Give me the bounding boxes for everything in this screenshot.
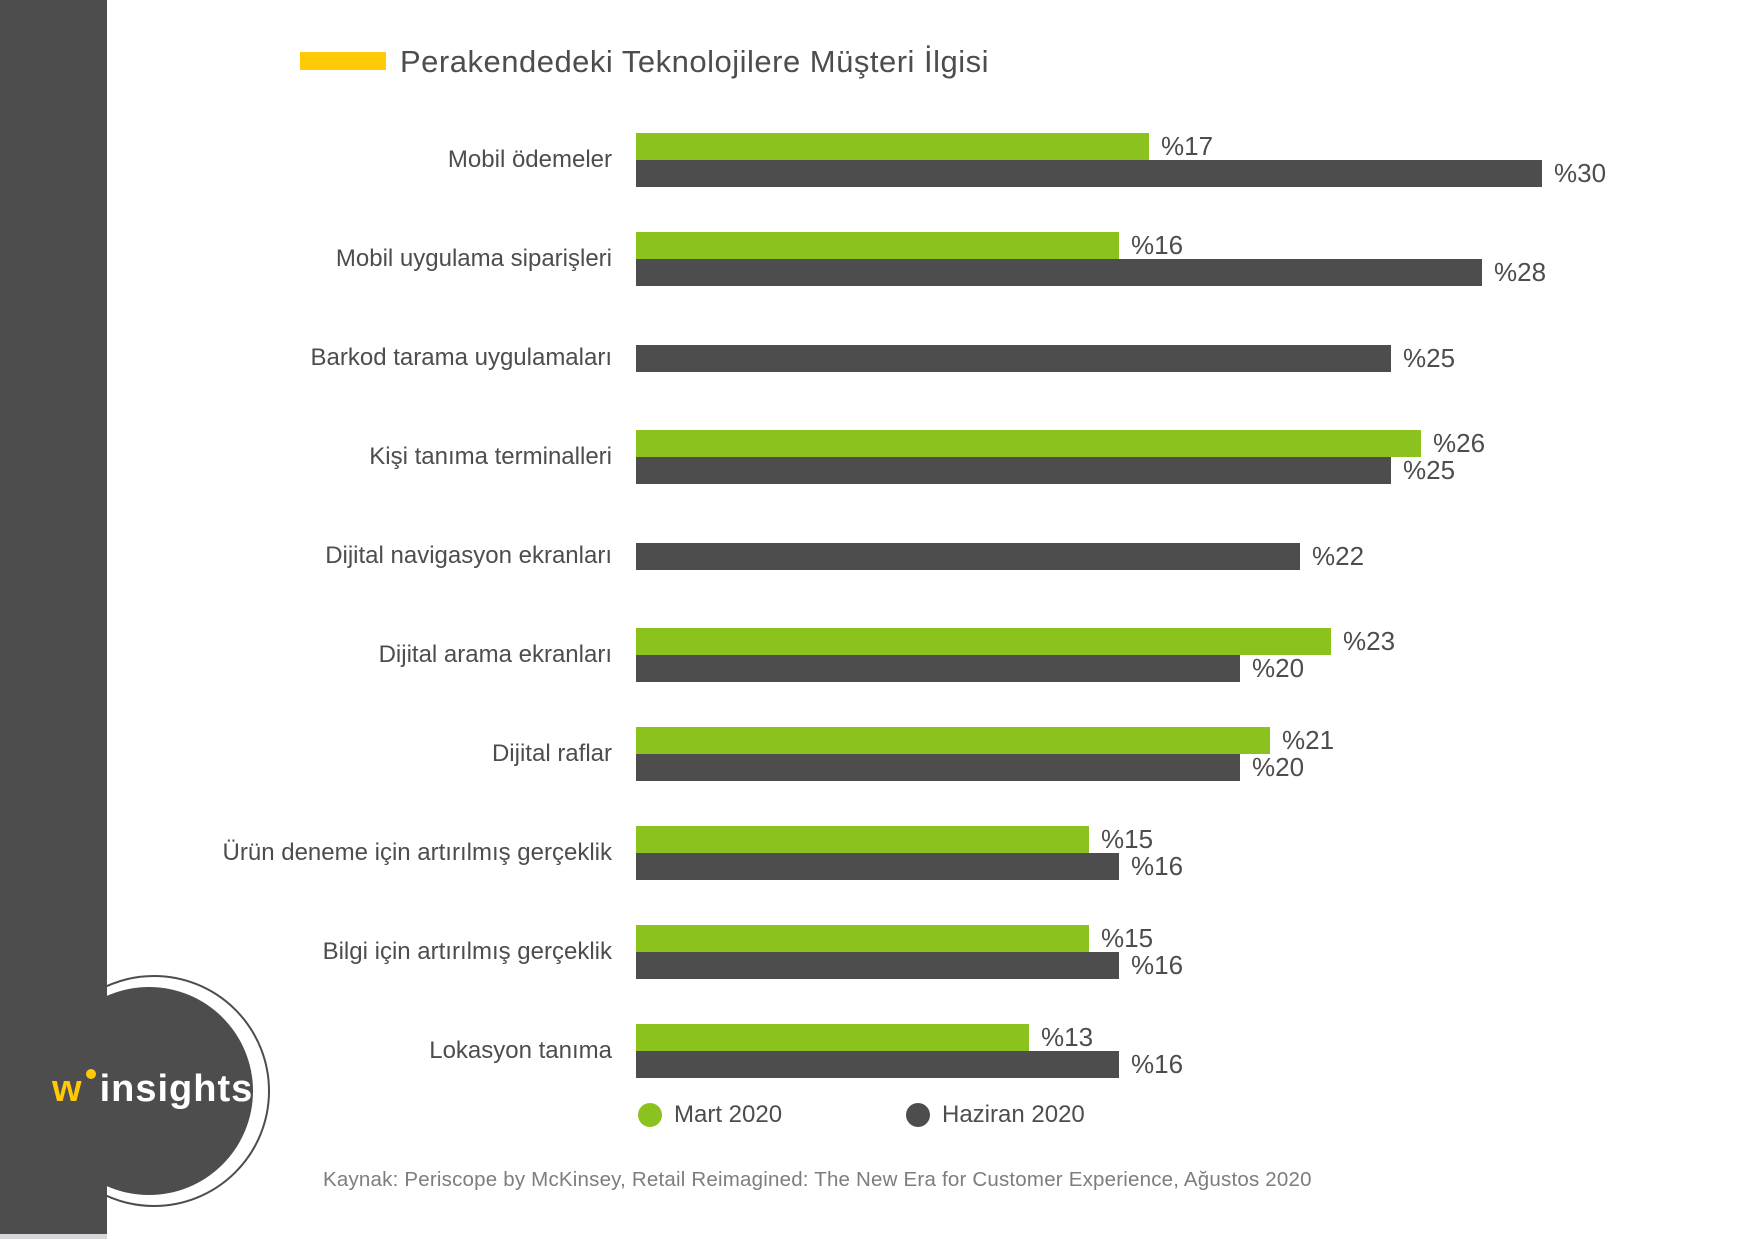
- value-label: %16: [1131, 851, 1184, 881]
- bar-haziran-2020: [636, 259, 1482, 286]
- bar-haziran-2020: [636, 655, 1240, 682]
- bar-haziran-2020: [636, 160, 1542, 187]
- chart-legend: Mart 2020 Haziran 2020: [636, 1099, 1436, 1131]
- bar-mart-2020: [636, 727, 1270, 754]
- chart-row: Mobil uygulama siparişleri %16 %28: [0, 232, 1754, 286]
- chart-row: Bilgi için artırılmış gerçeklik %15 %16: [0, 925, 1754, 979]
- legend-dot-haziran-2020: [906, 1103, 930, 1127]
- legend-item-mart-2020: Mart 2020: [638, 1099, 782, 1131]
- sidebar-bottom-edge: [0, 1234, 107, 1239]
- value-label: %16: [1131, 950, 1184, 980]
- bar-haziran-2020: [636, 754, 1240, 781]
- bar-haziran-2020: [636, 543, 1300, 570]
- category-label: Bilgi için artırılmış gerçeklik: [322, 938, 612, 965]
- bar-chart: Mobil ödemeler %17 %30 Mobil uygulama sipar…: [0, 133, 1754, 1078]
- category-label: Barkod tarama uygulamaları: [310, 344, 612, 371]
- chart-title: Perakendedeki Teknolojilere Müşteri İlgi…: [400, 44, 990, 79]
- value-label: %20: [1252, 752, 1305, 782]
- chart-row: Dijital arama ekranları %23 %20: [0, 628, 1754, 682]
- logo-dot-icon: [85, 1069, 96, 1079]
- source-note: Kaynak: Periscope by McKinsey, Retail Re…: [323, 1168, 1312, 1191]
- value-label: %30: [1554, 158, 1607, 188]
- brand-logo: w insights: [52, 1068, 253, 1111]
- value-label: %22: [1312, 541, 1365, 571]
- value-label: %26: [1433, 428, 1486, 458]
- chart-row: Ürün deneme için artırılmış gerçeklik %15…: [0, 826, 1754, 880]
- legend-item-haziran-2020: Haziran 2020: [906, 1099, 1085, 1131]
- bar-haziran-2020: [636, 952, 1119, 979]
- value-label: %28: [1494, 257, 1547, 287]
- logo-wordmark: insights: [99, 1068, 254, 1110]
- value-label: %13: [1041, 1022, 1094, 1052]
- title-accent-bar: [300, 52, 386, 70]
- value-label: %16: [1131, 1049, 1184, 1079]
- chart-row: Lokasyon tanıma %13 %16: [0, 1024, 1754, 1078]
- category-label: Dijital arama ekranları: [378, 641, 612, 668]
- bar-mart-2020: [636, 430, 1421, 457]
- bar-haziran-2020: [636, 457, 1391, 484]
- chart-row: Kişi tanıma terminalleri %26 %25: [0, 430, 1754, 484]
- bar-mart-2020: [636, 232, 1119, 259]
- category-label: Dijital navigasyon ekranları: [325, 542, 612, 569]
- category-label: Lokasyon tanıma: [429, 1037, 612, 1064]
- value-label: %17: [1161, 131, 1214, 161]
- category-label: Kişi tanıma terminalleri: [369, 443, 612, 470]
- value-label: %16: [1131, 230, 1184, 260]
- chart-row: Mobil ödemeler %17 %30: [0, 133, 1754, 187]
- category-label: Mobil uygulama siparişleri: [335, 245, 612, 272]
- category-label: Ürün deneme için artırılmış gerçeklik: [222, 839, 612, 866]
- category-label: Mobil ödemeler: [447, 146, 612, 173]
- bar-mart-2020: [636, 133, 1149, 160]
- bar-mart-2020: [636, 826, 1089, 853]
- legend-label: Mart 2020: [674, 1101, 783, 1128]
- bar-mart-2020: [636, 1024, 1029, 1051]
- chart-row: Dijital navigasyon ekranları %22: [0, 529, 1754, 583]
- category-label: Dijital raflar: [491, 740, 612, 767]
- value-label: %15: [1101, 824, 1154, 854]
- value-label: %23: [1343, 626, 1396, 656]
- legend-label: Haziran 2020: [942, 1101, 1085, 1128]
- legend-dot-mart-2020: [638, 1103, 662, 1127]
- bar-mart-2020: [636, 925, 1089, 952]
- logo-circle: [45, 987, 253, 1195]
- bar-mart-2020: [636, 628, 1331, 655]
- value-label: %21: [1282, 725, 1335, 755]
- chart-row: Dijital raflar %21 %20: [0, 727, 1754, 781]
- chart-row: Barkod tarama uygulamaları %25: [0, 331, 1754, 385]
- value-label: %25: [1403, 343, 1456, 373]
- logo-outline-circle: [38, 975, 270, 1207]
- value-label: %20: [1252, 653, 1305, 683]
- bar-haziran-2020: [636, 1051, 1119, 1078]
- bar-haziran-2020: [636, 345, 1391, 372]
- bar-haziran-2020: [636, 853, 1119, 880]
- value-label: %15: [1101, 923, 1154, 953]
- logo-letter-w: w: [52, 1068, 83, 1110]
- value-label: %25: [1403, 455, 1456, 485]
